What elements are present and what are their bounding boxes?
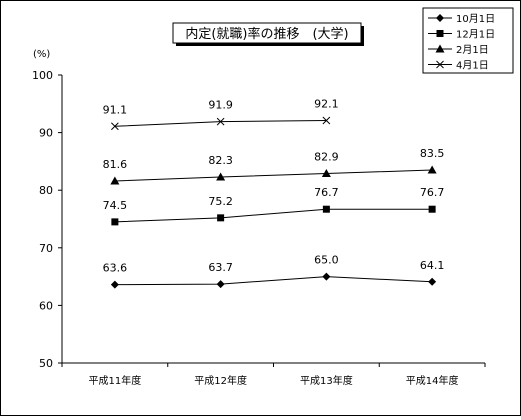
x-tick-label: 平成14年度 (406, 374, 459, 387)
data-label: 82.9 (314, 150, 339, 163)
chart-title-box (172, 22, 362, 44)
data-point (322, 272, 331, 281)
series-line (114, 169, 433, 182)
legend-marker (435, 44, 445, 53)
legend-entry: 2月1日 (428, 44, 489, 56)
data-label: 92.1 (314, 98, 339, 111)
x-ticks: 平成11年度 平成12年度 平成13年度 平成14年度 (61, 363, 486, 387)
data-label: 76.7 (314, 186, 339, 199)
y-tick-label: 90 (39, 127, 53, 140)
y-tick-label: 60 (39, 299, 53, 312)
legend-marker (436, 14, 444, 22)
y-axis-label: (%) (33, 49, 50, 60)
legend-label: 10月1日 (456, 13, 495, 25)
legend: 10月1日 12月1日 2月1日 4月1日 (422, 7, 514, 74)
data-point (217, 214, 225, 222)
data-point (321, 168, 331, 177)
data-label: 64.1 (420, 259, 445, 272)
legend-label: 2月1日 (456, 44, 489, 56)
series-line (114, 208, 433, 223)
data-point (216, 117, 225, 126)
x-tick-label: 平成13年度 (300, 374, 353, 387)
data-point (428, 205, 436, 213)
data-point (111, 218, 119, 226)
data-label: 74.5 (103, 199, 128, 212)
legend-label: 12月1日 (456, 29, 495, 41)
data-label: 76.7 (420, 186, 445, 199)
y-tick-label: 80 (39, 184, 53, 197)
data-point (427, 165, 437, 174)
series-layer: 63.6 63.7 65.0 64.1 74.5 75.2 76.7 76.7 81.6 82.3… (103, 98, 445, 289)
data-label: 75.2 (208, 195, 233, 208)
data-point (110, 176, 120, 185)
legend-entry: 4月1日 (428, 60, 489, 72)
y-ticks: 50 60 70 80 90 100 (32, 69, 62, 370)
data-point (322, 116, 331, 125)
data-label: 63.7 (208, 261, 233, 274)
y-tick-label: 50 (39, 357, 53, 370)
data-point (110, 280, 119, 289)
data-label: 83.5 (420, 147, 445, 160)
data-point (111, 122, 119, 131)
chart-title: 内定(就職)率の推移 (大学) (185, 26, 348, 42)
series-2: 74.5 75.2 76.7 76.7 (103, 186, 445, 226)
data-label: 81.6 (103, 158, 128, 171)
legend-label: 4月1日 (456, 60, 489, 72)
data-point (216, 172, 226, 181)
data-label: 82.3 (208, 154, 233, 167)
y-tick-label: 100 (32, 69, 53, 82)
data-point (322, 205, 330, 213)
data-label: 63.6 (103, 262, 128, 275)
data-label: 91.9 (208, 99, 233, 112)
series-line (114, 276, 433, 286)
data-point (428, 277, 437, 286)
data-label: 65.0 (314, 254, 339, 267)
series-4: 91.1 91.9 92.1 (103, 98, 339, 131)
x-tick-label: 平成12年度 (194, 374, 247, 387)
data-point (216, 280, 225, 289)
legend-entry: 10月1日 (428, 13, 495, 25)
data-label: 91.1 (103, 103, 128, 116)
legend-entry: 12月1日 (428, 29, 495, 41)
x-tick-label: 平成11年度 (89, 374, 142, 387)
legend-marker (436, 30, 444, 37)
legend-marker (436, 60, 444, 69)
y-tick-label: 70 (39, 242, 53, 255)
series-1: 63.6 63.7 65.0 64.1 (103, 254, 445, 289)
series-3: 81.6 82.3 82.9 83.5 (103, 147, 445, 185)
